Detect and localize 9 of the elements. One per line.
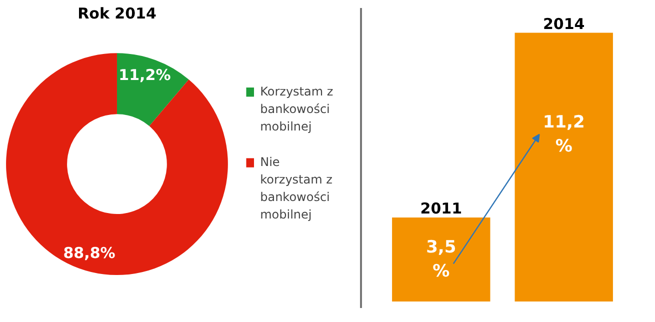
chart-title: Rok 2014: [78, 4, 156, 23]
legend-label: Korzystam z bankowości mobilnej: [260, 84, 334, 134]
data-label: 11,2%: [118, 66, 171, 84]
data-label: 3,5 %: [426, 238, 456, 282]
data-label: 11,2 %: [542, 112, 585, 156]
legend-label: Nie korzystam z bankowości mobilnej: [260, 154, 332, 222]
x-tick-label: 2014: [542, 14, 585, 33]
x-tick-label: 2011: [420, 200, 462, 218]
data-label: 88,8%: [63, 244, 116, 262]
